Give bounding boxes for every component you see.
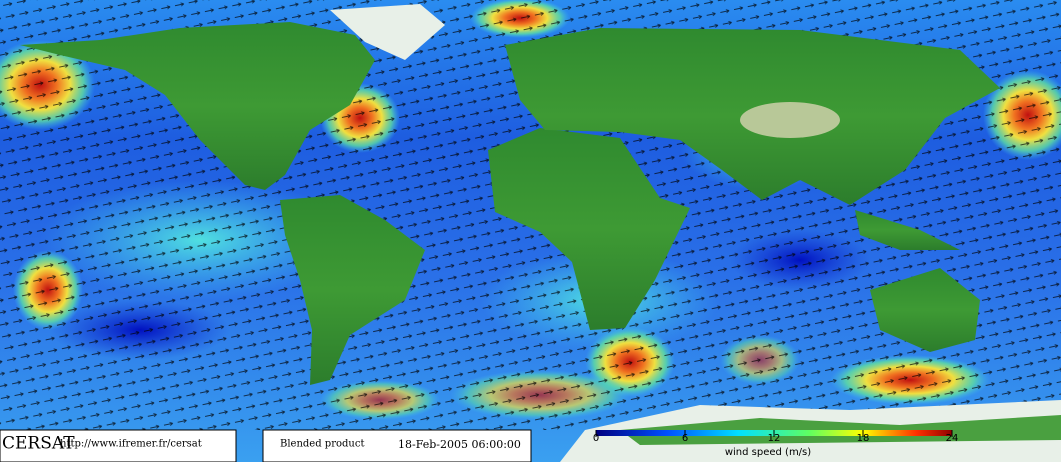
- land: [20, 4, 1061, 462]
- date: 18-Feb-2005 06:00:00: [398, 438, 521, 451]
- colorbar-tick-label: 12: [768, 433, 781, 444]
- colorbar-tick-label: 0: [593, 433, 599, 444]
- info-box: CERSAT http://www.ifremer.fr/cersat Blen…: [0, 429, 532, 462]
- colorbar: wind speed (m/s) 0 6 12 18 24: [593, 430, 959, 458]
- colorbar-tick-label: 18: [857, 433, 870, 444]
- agency: CERSAT: [2, 434, 75, 454]
- colorbar-tick-label: 6: [682, 433, 688, 444]
- url: http://www.ifremer.fr/cersat: [60, 439, 202, 450]
- product: Blended product: [280, 439, 364, 450]
- colorbar-tick-label: 24: [946, 433, 959, 444]
- colorbar-label: wind speed (m/s): [725, 447, 811, 458]
